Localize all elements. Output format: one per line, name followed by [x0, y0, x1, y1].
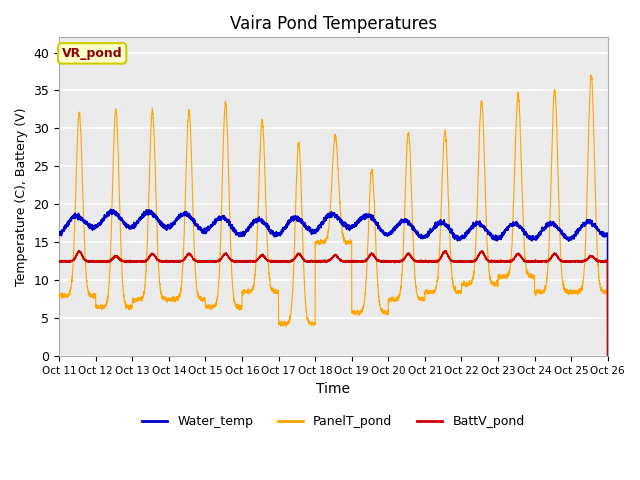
- BattV_pond: [55, 258, 63, 264]
- Water_temp: [604, 230, 611, 236]
- PanelT_pond: [55, 291, 63, 297]
- Water_temp: [456, 237, 464, 243]
- Water_temp: [107, 206, 115, 212]
- Water_temp: [154, 218, 162, 224]
- BattV_pond: [426, 258, 434, 264]
- Y-axis label: Temperature (C), Battery (V): Temperature (C), Battery (V): [15, 108, 28, 286]
- PanelT_pond: [604, 288, 611, 294]
- PanelT_pond: [456, 288, 464, 294]
- Text: VR_pond: VR_pond: [62, 47, 122, 60]
- BattV_pond: [313, 259, 321, 265]
- Water_temp: [488, 234, 495, 240]
- Water_temp: [426, 229, 434, 235]
- BattV_pond: [488, 257, 495, 263]
- Line: PanelT_pond: PanelT_pond: [59, 75, 608, 356]
- PanelT_pond: [426, 288, 434, 293]
- Line: BattV_pond: BattV_pond: [59, 251, 608, 356]
- PanelT_pond: [313, 240, 321, 245]
- Title: Vaira Pond Temperatures: Vaira Pond Temperatures: [230, 15, 437, 33]
- Line: Water_temp: Water_temp: [59, 209, 608, 356]
- PanelT_pond: [587, 72, 595, 78]
- Legend: Water_temp, PanelT_pond, BattV_pond: Water_temp, PanelT_pond, BattV_pond: [137, 410, 530, 433]
- PanelT_pond: [604, 353, 612, 359]
- BattV_pond: [441, 248, 449, 254]
- BattV_pond: [456, 259, 464, 264]
- BattV_pond: [154, 257, 161, 263]
- Water_temp: [313, 226, 321, 232]
- PanelT_pond: [488, 278, 495, 284]
- BattV_pond: [604, 258, 611, 264]
- BattV_pond: [604, 353, 612, 359]
- Water_temp: [604, 353, 612, 359]
- PanelT_pond: [154, 245, 161, 251]
- X-axis label: Time: Time: [316, 382, 351, 396]
- Water_temp: [55, 232, 63, 238]
